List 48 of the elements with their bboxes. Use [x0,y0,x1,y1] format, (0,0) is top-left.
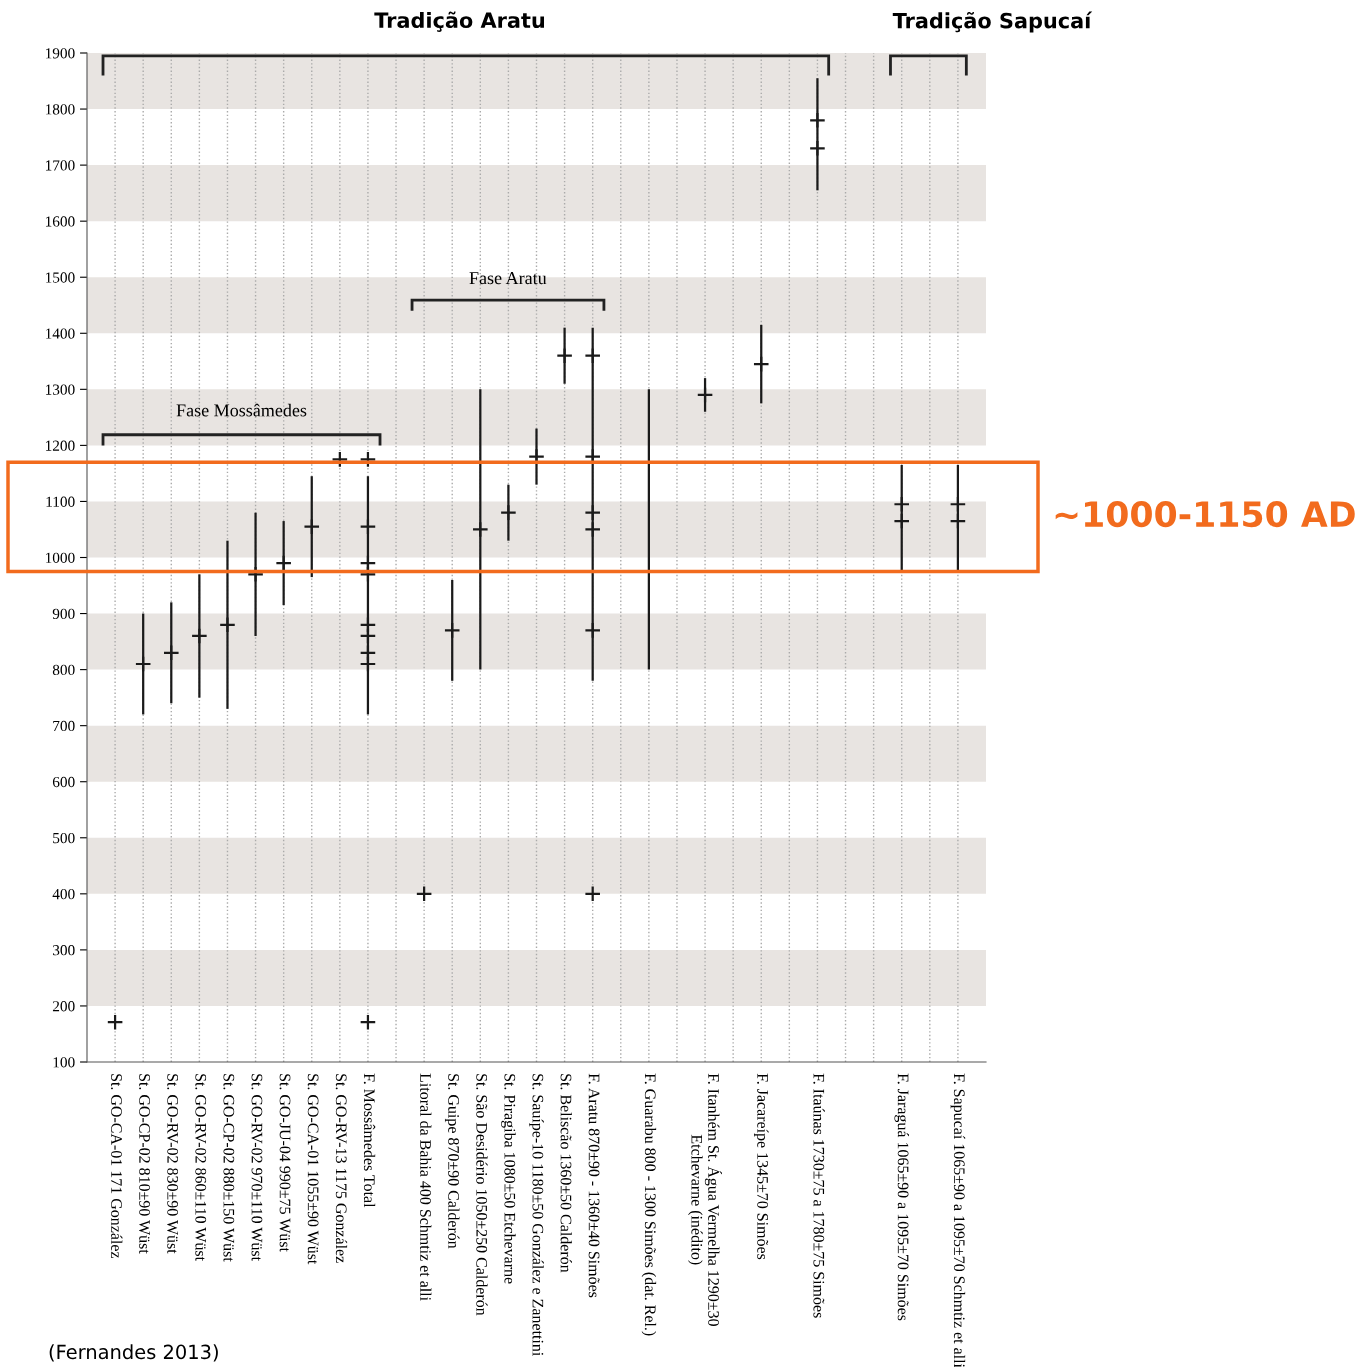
x-tick-label: F. Mossâmedes Total [363,1073,376,1208]
y-tick-label: 100 [53,1057,75,1068]
y-tick-label: 900 [52,608,75,620]
x-tick-label: St. GO-CP-02 810±90 Wüst [139,1074,150,1254]
annotation: Fase Mossâmedes [176,403,307,417]
y-tick-label: 400 [52,888,75,900]
x-tick-label: St. Beliscão 1360±50 Calderón [560,1074,572,1273]
x-tick-label: F. Sapucaí 1065±90 a 1095±70 Schmtiz et alli [950,1073,966,1367]
y-tick-label: 700 [53,720,75,732]
y-tick-label: 800 [52,664,75,676]
x-tick-label: St. Sauípe-10 1180±50 González e Zanettini [529,1074,544,1356]
x-tick-label: St. GO-RV-13 1175 González [335,1074,348,1263]
y-tick-label: 1000 [45,552,75,563]
y-tick-label: 1900 [45,48,75,59]
x-tick-label: F. Guarabu 800 - 1300 Simões (dat. Rel.) [641,1073,657,1336]
y-tick-label: 1800 [45,104,75,115]
x-tick-label: St. GO-CP-02 880±150 Wüst [223,1074,235,1262]
y-tick-label: 1700 [45,160,75,171]
text: (Fernandes 2013) [49,1344,218,1362]
x-tick-label: Litoral da Bahia 400 Schmtiz et alli [420,1073,432,1301]
x-tick-label: F. Aratu 870±90 - 1360±40 Simões [588,1073,600,1298]
x-tick-label: St. GO-CA-01 171 González [111,1074,123,1259]
x-tick-label: St. Piragiba 1080±50 Etchevarne [501,1074,516,1284]
y-tick-label: 600 [52,776,75,788]
text: Tradição Sapucaí [892,11,1093,33]
text: ~1000-1150 AD [1055,500,1355,528]
x-tick-label: F. Itanhém St. Água Vermelha 1290±30 Etchevarne (inédito) [688,1073,722,1326]
y-tick-label: 1300 [45,384,75,395]
x-tick-label: F. Jaraguá 1065±90 a 1095±70 Simões [894,1073,909,1321]
x-tick-label: St. GO-RV-02 970±110 Wüst [251,1074,263,1261]
annotation: Fase Aratu [469,272,547,285]
text: Tradição Aratu [374,11,545,32]
x-tick-label: St. GO-CA-01 1055±90 Wüst [307,1074,319,1265]
x-tick-label: F. Jacareípe 1345±70 Simões [754,1073,769,1260]
y-tick-label: 1500 [45,272,75,283]
y-tick-label: 300 [53,945,75,956]
y-tick-label: 1200 [45,440,75,451]
x-tick-label: St. GO-RV-02 860±110 Wüst [195,1074,207,1261]
x-tick-label: St. São Desidério 1050±250 Calderón [476,1074,488,1316]
x-tick-label: St. Guipe 870±90 Calderón [444,1074,460,1249]
y-tick-label: 1100 [46,496,75,507]
y-tick-label: 1600 [45,216,75,227]
y-tick-label: 500 [53,832,75,844]
x-tick-label: St. GO-RV-02 830±90 Wüst [167,1074,179,1254]
x-tick-label: F. Itaúnas 1730±75 a 1780±75 Simões [813,1073,825,1318]
x-tick-label: St. GO-JU-04 990±75 Wüst [279,1074,291,1252]
y-tick-label: 200 [52,1001,75,1012]
y-tick-label: 1400 [45,328,75,339]
